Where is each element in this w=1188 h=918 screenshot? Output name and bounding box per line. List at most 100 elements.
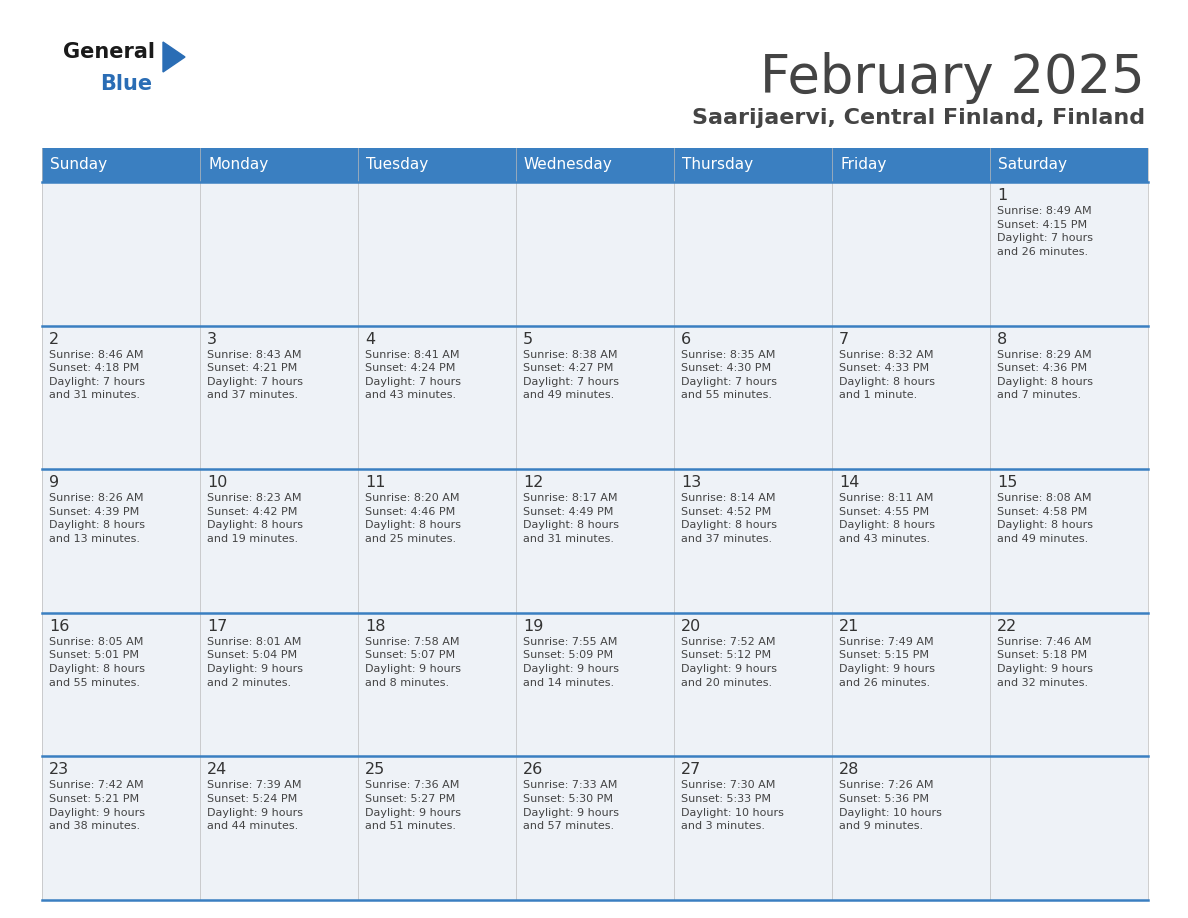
Bar [358, 182, 516, 326]
Text: Sunrise: 8:41 AM
Sunset: 4:24 PM
Daylight: 7 hours
and 43 minutes.: Sunrise: 8:41 AM Sunset: 4:24 PM Dayligh… [365, 350, 461, 400]
Text: 11: 11 [365, 476, 385, 490]
Text: Sunrise: 7:33 AM
Sunset: 5:30 PM
Daylight: 9 hours
and 57 minutes.: Sunrise: 7:33 AM Sunset: 5:30 PM Dayligh… [523, 780, 619, 831]
Text: Sunrise: 8:14 AM
Sunset: 4:52 PM
Daylight: 8 hours
and 37 minutes.: Sunrise: 8:14 AM Sunset: 4:52 PM Dayligh… [681, 493, 777, 544]
Bar [358, 469, 516, 613]
Bar [832, 326, 990, 469]
Text: Sunrise: 7:46 AM
Sunset: 5:18 PM
Daylight: 9 hours
and 32 minutes.: Sunrise: 7:46 AM Sunset: 5:18 PM Dayligh… [997, 637, 1093, 688]
Bar [516, 148, 674, 182]
Text: Sunrise: 7:42 AM
Sunset: 5:21 PM
Daylight: 9 hours
and 38 minutes.: Sunrise: 7:42 AM Sunset: 5:21 PM Dayligh… [49, 780, 145, 831]
Text: 3: 3 [207, 331, 217, 347]
Text: Sunrise: 8:38 AM
Sunset: 4:27 PM
Daylight: 7 hours
and 49 minutes.: Sunrise: 8:38 AM Sunset: 4:27 PM Dayligh… [523, 350, 619, 400]
Text: Sunday: Sunday [50, 158, 107, 173]
Text: Sunrise: 8:46 AM
Sunset: 4:18 PM
Daylight: 7 hours
and 31 minutes.: Sunrise: 8:46 AM Sunset: 4:18 PM Dayligh… [49, 350, 145, 400]
Text: Tuesday: Tuesday [366, 158, 428, 173]
Text: 6: 6 [681, 331, 691, 347]
Bar [832, 756, 990, 900]
Text: 12: 12 [523, 476, 543, 490]
Bar [674, 756, 832, 900]
Text: 25: 25 [365, 763, 385, 778]
Bar [832, 148, 990, 182]
Bar [990, 148, 1148, 182]
Bar [358, 756, 516, 900]
Bar [990, 182, 1148, 326]
Text: Sunrise: 8:23 AM
Sunset: 4:42 PM
Daylight: 8 hours
and 19 minutes.: Sunrise: 8:23 AM Sunset: 4:42 PM Dayligh… [207, 493, 303, 544]
Text: February 2025: February 2025 [760, 52, 1145, 104]
Bar [990, 326, 1148, 469]
Bar [990, 469, 1148, 613]
Bar [42, 469, 200, 613]
Bar [674, 148, 832, 182]
Bar [42, 182, 200, 326]
Text: Thursday: Thursday [682, 158, 753, 173]
Bar [200, 148, 358, 182]
Text: 14: 14 [839, 476, 859, 490]
Text: 9: 9 [49, 476, 59, 490]
Text: Saturday: Saturday [998, 158, 1067, 173]
Text: Monday: Monday [208, 158, 268, 173]
Text: Sunrise: 8:32 AM
Sunset: 4:33 PM
Daylight: 8 hours
and 1 minute.: Sunrise: 8:32 AM Sunset: 4:33 PM Dayligh… [839, 350, 935, 400]
Text: 15: 15 [997, 476, 1017, 490]
Text: General: General [63, 42, 154, 62]
Bar [674, 326, 832, 469]
Bar [990, 756, 1148, 900]
Text: Sunrise: 7:52 AM
Sunset: 5:12 PM
Daylight: 9 hours
and 20 minutes.: Sunrise: 7:52 AM Sunset: 5:12 PM Dayligh… [681, 637, 777, 688]
Bar [674, 182, 832, 326]
Bar [42, 756, 200, 900]
Text: 27: 27 [681, 763, 701, 778]
Text: Saarijaervi, Central Finland, Finland: Saarijaervi, Central Finland, Finland [691, 108, 1145, 128]
Text: 2: 2 [49, 331, 59, 347]
Text: Sunrise: 8:43 AM
Sunset: 4:21 PM
Daylight: 7 hours
and 37 minutes.: Sunrise: 8:43 AM Sunset: 4:21 PM Dayligh… [207, 350, 303, 400]
Bar [42, 326, 200, 469]
Text: 4: 4 [365, 331, 375, 347]
Text: Friday: Friday [840, 158, 886, 173]
Bar [832, 469, 990, 613]
Text: Sunrise: 8:01 AM
Sunset: 5:04 PM
Daylight: 9 hours
and 2 minutes.: Sunrise: 8:01 AM Sunset: 5:04 PM Dayligh… [207, 637, 303, 688]
Bar [200, 326, 358, 469]
Text: Sunrise: 7:26 AM
Sunset: 5:36 PM
Daylight: 10 hours
and 9 minutes.: Sunrise: 7:26 AM Sunset: 5:36 PM Dayligh… [839, 780, 942, 831]
Text: Sunrise: 8:05 AM
Sunset: 5:01 PM
Daylight: 8 hours
and 55 minutes.: Sunrise: 8:05 AM Sunset: 5:01 PM Dayligh… [49, 637, 145, 688]
Bar [200, 182, 358, 326]
Polygon shape [163, 42, 185, 72]
Text: Sunrise: 8:08 AM
Sunset: 4:58 PM
Daylight: 8 hours
and 49 minutes.: Sunrise: 8:08 AM Sunset: 4:58 PM Dayligh… [997, 493, 1093, 544]
Text: 13: 13 [681, 476, 701, 490]
Text: Sunrise: 7:49 AM
Sunset: 5:15 PM
Daylight: 9 hours
and 26 minutes.: Sunrise: 7:49 AM Sunset: 5:15 PM Dayligh… [839, 637, 935, 688]
Bar [674, 469, 832, 613]
Text: Blue: Blue [100, 74, 152, 94]
Text: Sunrise: 8:17 AM
Sunset: 4:49 PM
Daylight: 8 hours
and 31 minutes.: Sunrise: 8:17 AM Sunset: 4:49 PM Dayligh… [523, 493, 619, 544]
Text: 28: 28 [839, 763, 859, 778]
Bar [516, 756, 674, 900]
Text: 19: 19 [523, 619, 543, 633]
Text: 7: 7 [839, 331, 849, 347]
Bar [832, 182, 990, 326]
Text: 21: 21 [839, 619, 859, 633]
Bar [200, 469, 358, 613]
Bar [832, 613, 990, 756]
Bar [358, 326, 516, 469]
Text: 1: 1 [997, 188, 1007, 203]
Text: 20: 20 [681, 619, 701, 633]
Text: Sunrise: 8:26 AM
Sunset: 4:39 PM
Daylight: 8 hours
and 13 minutes.: Sunrise: 8:26 AM Sunset: 4:39 PM Dayligh… [49, 493, 145, 544]
Text: Sunrise: 8:29 AM
Sunset: 4:36 PM
Daylight: 8 hours
and 7 minutes.: Sunrise: 8:29 AM Sunset: 4:36 PM Dayligh… [997, 350, 1093, 400]
Text: 26: 26 [523, 763, 543, 778]
Text: 23: 23 [49, 763, 69, 778]
Text: Sunrise: 8:49 AM
Sunset: 4:15 PM
Daylight: 7 hours
and 26 minutes.: Sunrise: 8:49 AM Sunset: 4:15 PM Dayligh… [997, 206, 1093, 257]
Text: Sunrise: 7:39 AM
Sunset: 5:24 PM
Daylight: 9 hours
and 44 minutes.: Sunrise: 7:39 AM Sunset: 5:24 PM Dayligh… [207, 780, 303, 831]
Text: Wednesday: Wednesday [524, 158, 613, 173]
Bar [200, 613, 358, 756]
Text: 8: 8 [997, 331, 1007, 347]
Text: Sunrise: 7:30 AM
Sunset: 5:33 PM
Daylight: 10 hours
and 3 minutes.: Sunrise: 7:30 AM Sunset: 5:33 PM Dayligh… [681, 780, 784, 831]
Text: Sunrise: 8:20 AM
Sunset: 4:46 PM
Daylight: 8 hours
and 25 minutes.: Sunrise: 8:20 AM Sunset: 4:46 PM Dayligh… [365, 493, 461, 544]
Text: 18: 18 [365, 619, 385, 633]
Bar [674, 613, 832, 756]
Text: Sunrise: 7:58 AM
Sunset: 5:07 PM
Daylight: 9 hours
and 8 minutes.: Sunrise: 7:58 AM Sunset: 5:07 PM Dayligh… [365, 637, 461, 688]
Text: Sunrise: 8:35 AM
Sunset: 4:30 PM
Daylight: 7 hours
and 55 minutes.: Sunrise: 8:35 AM Sunset: 4:30 PM Dayligh… [681, 350, 777, 400]
Text: 5: 5 [523, 331, 533, 347]
Text: 22: 22 [997, 619, 1017, 633]
Bar [990, 613, 1148, 756]
Bar [200, 756, 358, 900]
Bar [516, 182, 674, 326]
Text: 24: 24 [207, 763, 227, 778]
Text: 10: 10 [207, 476, 227, 490]
Bar [358, 613, 516, 756]
Bar [358, 148, 516, 182]
